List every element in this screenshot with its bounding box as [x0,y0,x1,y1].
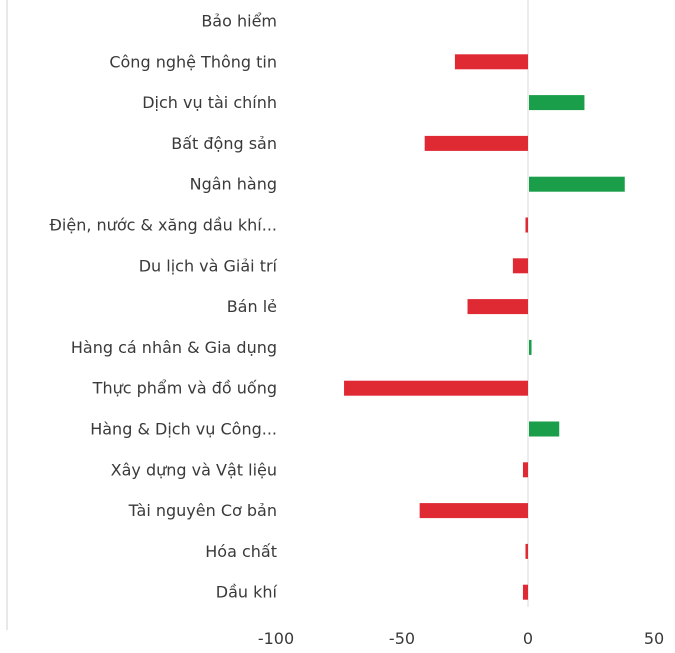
category-label: Tài nguyên Cơ bản [128,501,277,520]
bar [522,584,528,600]
category-label: Dịch vụ tài chính [142,93,277,112]
category-label: Xây dựng và Vật liệu [111,460,277,479]
category-label: Công nghệ Thông tin [109,52,277,71]
category-label: Điện, nước & xăng dầu khí... [50,216,277,235]
category-labels: Bảo hiểm Công nghệ Thông tin Dịch vụ tài c… [50,12,278,602]
bar [529,176,625,192]
x-tick-label: 50 [644,629,664,648]
category-label: Thực phẩm và đồ uống [92,379,277,398]
bar [344,380,528,396]
category-label: Bất động sản [171,134,277,153]
bar [525,543,528,559]
category-label: Hóa chất [205,542,277,561]
bar [529,95,585,111]
category-label: Hàng & Dịch vụ Công... [90,420,277,439]
bar [529,339,532,355]
category-label: Dầu khí [216,583,278,602]
x-tick-label: 0 [523,629,533,648]
bar [467,299,528,315]
x-tick-labels: -100 -50 0 50 [258,629,664,648]
category-label: Bán lẻ [227,297,277,316]
bar [525,217,528,233]
bar [512,258,528,274]
category-label: Ngân hàng [190,175,277,194]
category-label: Du lịch và Giải trí [139,256,278,275]
x-tick-label: -50 [389,629,415,648]
bar [424,135,528,151]
bars-layer [344,54,625,600]
bar [529,421,560,437]
category-label: Hàng cá nhân & Gia dụng [71,338,277,357]
bar [419,503,528,519]
category-label: Bảo hiểm [201,12,277,31]
bar [454,54,528,70]
bar [522,462,528,478]
x-tick-label: -100 [258,629,294,648]
